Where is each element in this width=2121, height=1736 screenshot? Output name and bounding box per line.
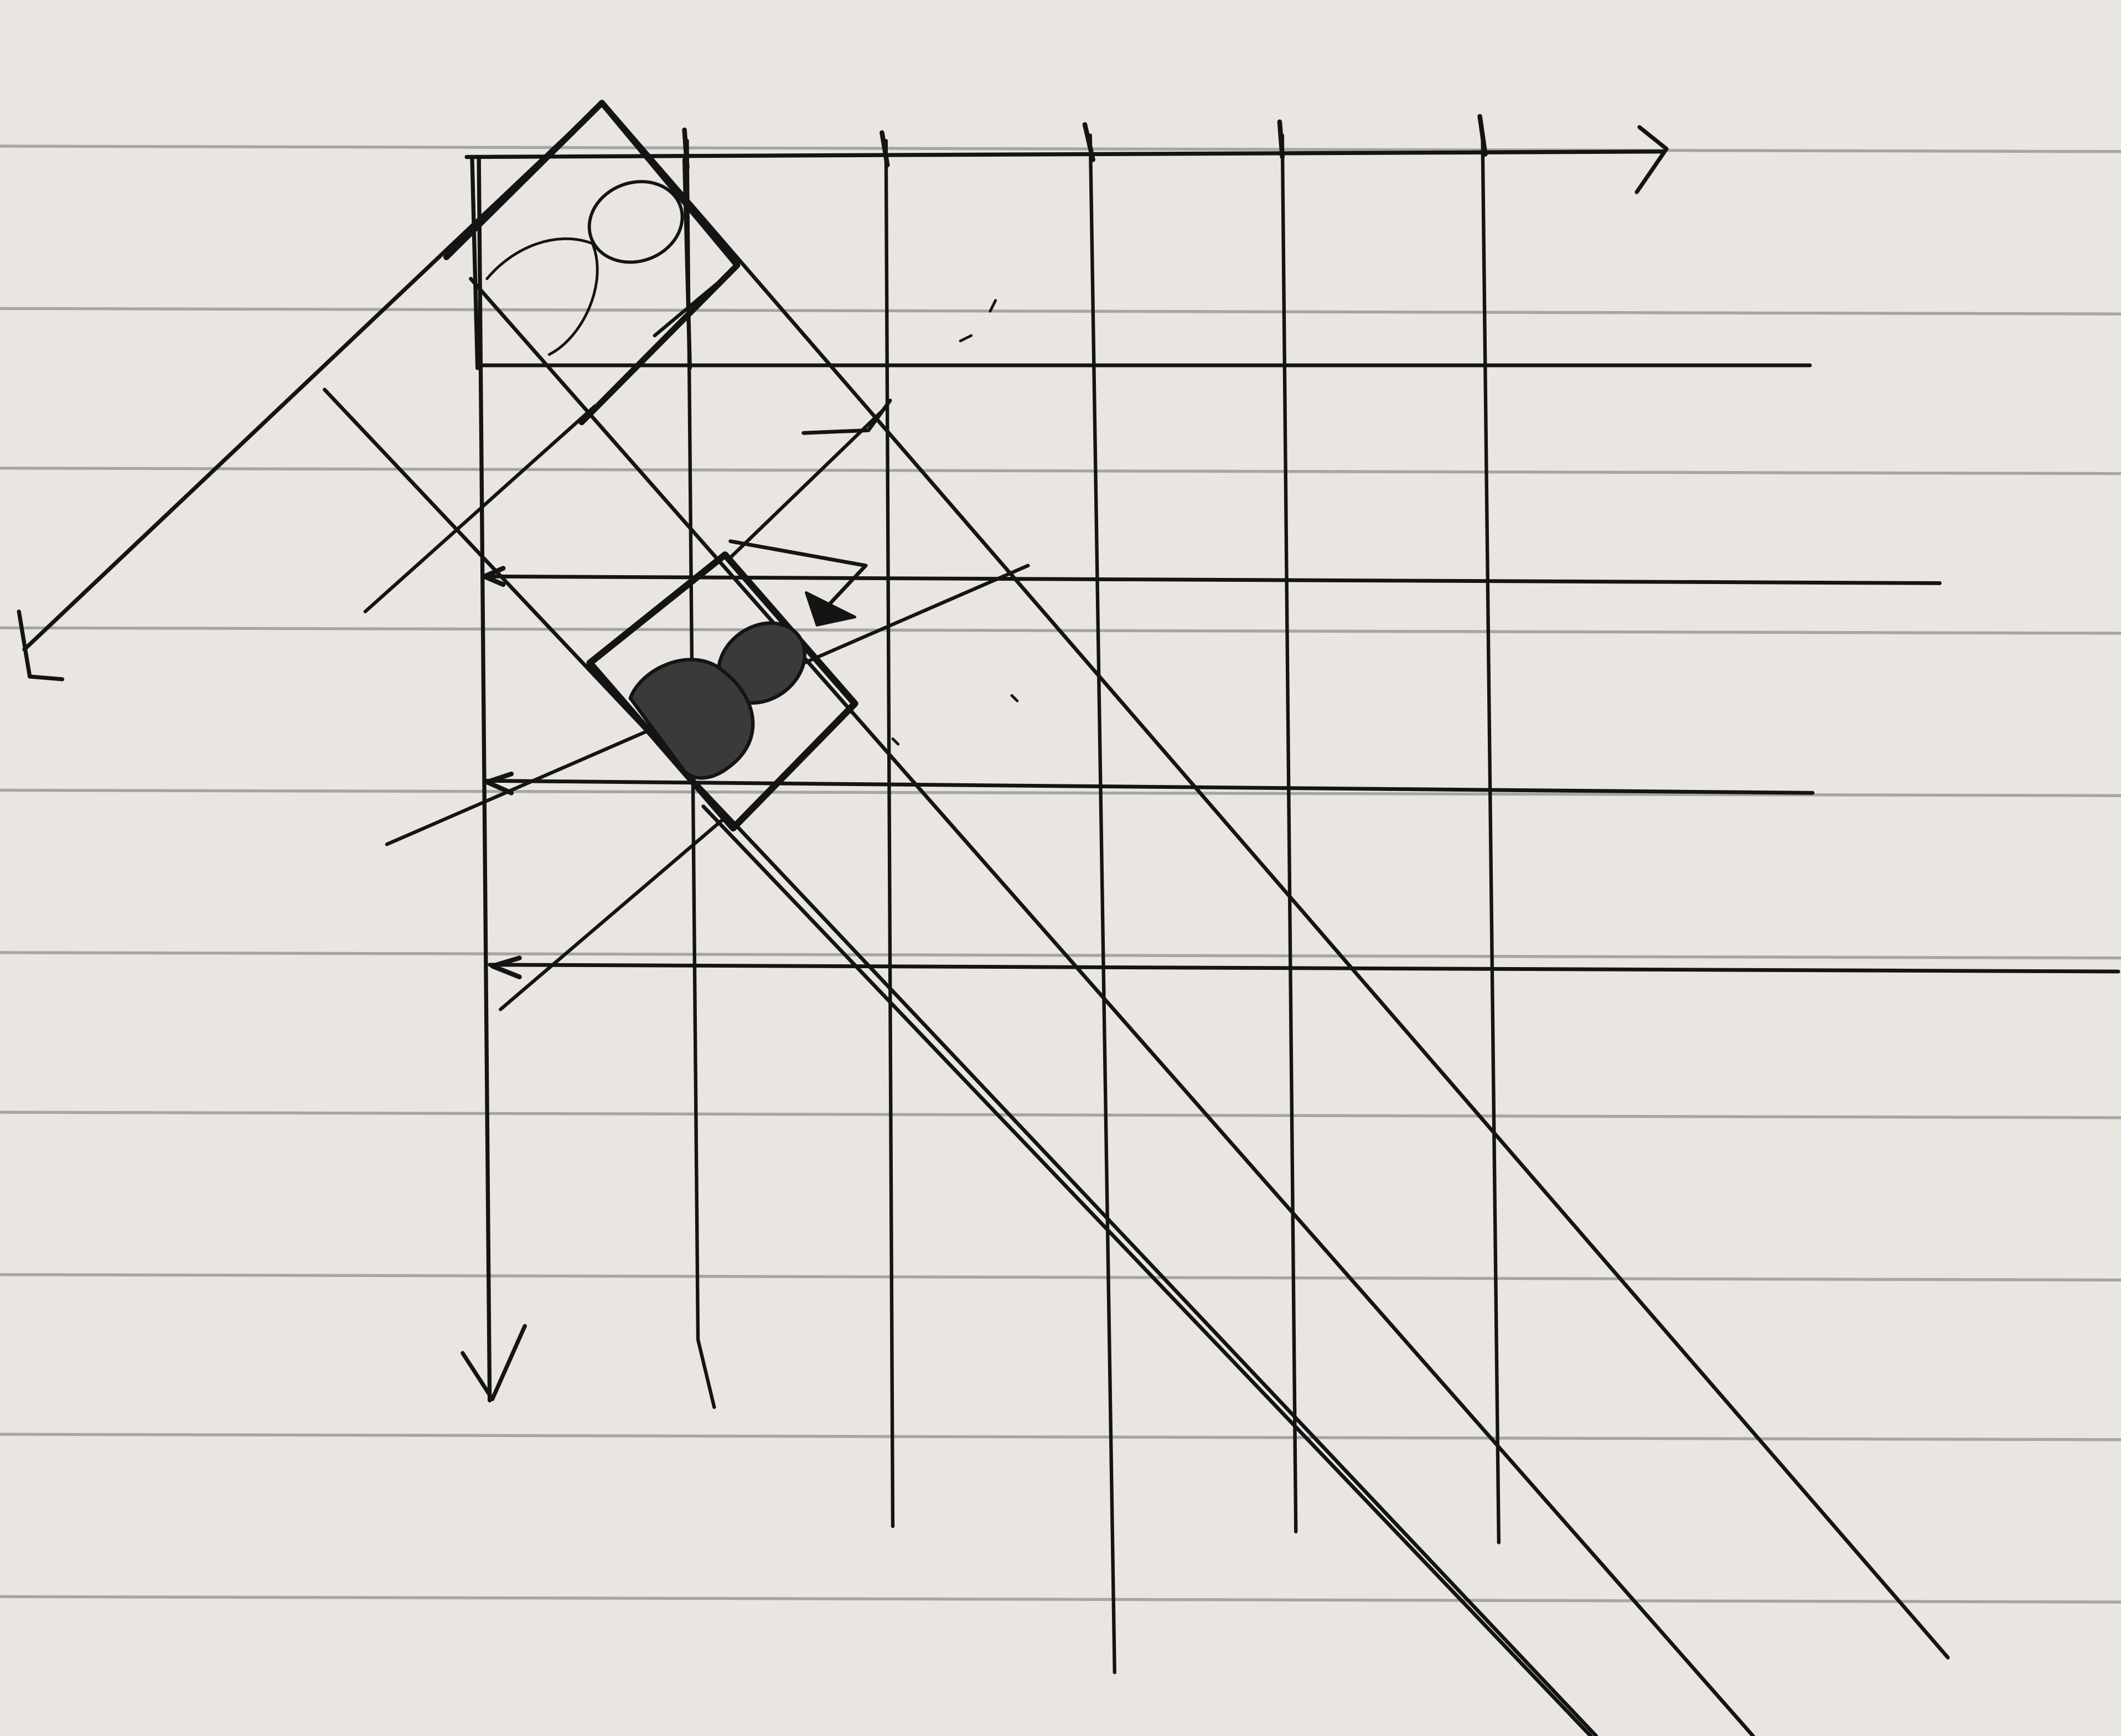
grid-columns bbox=[685, 133, 1501, 1675]
top-circle bbox=[587, 180, 684, 264]
grid-row bbox=[488, 963, 2120, 974]
grid-column bbox=[685, 139, 716, 1409]
cross-diagonal bbox=[653, 266, 738, 338]
row-arrowhead bbox=[484, 771, 514, 795]
diagonal-line bbox=[601, 101, 1950, 1660]
stray-mark bbox=[959, 334, 973, 343]
rule-line bbox=[0, 1110, 2121, 1119]
grid-column bbox=[1481, 133, 1501, 1544]
rule-line bbox=[0, 1273, 2121, 1282]
grid-row bbox=[482, 574, 1942, 585]
rule-line bbox=[0, 307, 2121, 316]
cross-diagonal bbox=[363, 404, 597, 613]
figure-body bbox=[628, 658, 755, 780]
stray-mark bbox=[989, 299, 997, 313]
connector-line bbox=[801, 399, 892, 435]
grid-column bbox=[884, 139, 895, 1528]
shaded-figure bbox=[628, 621, 806, 780]
grid-column bbox=[1280, 133, 1298, 1534]
horizontal-axis bbox=[464, 149, 1666, 159]
diagonal-bands bbox=[323, 101, 1950, 1736]
stray-mark bbox=[1010, 694, 1019, 702]
rule-line bbox=[0, 788, 2121, 797]
grid-column bbox=[1088, 133, 1116, 1675]
top-body-outline bbox=[485, 237, 599, 356]
diagonal-line bbox=[701, 804, 1593, 1736]
connector-line bbox=[728, 539, 868, 614]
diagonal-line bbox=[469, 277, 1755, 1736]
vertical-axis-arrowhead bbox=[461, 1324, 527, 1402]
rule-line bbox=[0, 1595, 2121, 1604]
row-arrowhead bbox=[490, 955, 522, 980]
notebook-rules bbox=[0, 144, 2121, 1604]
rule-line bbox=[0, 467, 2121, 476]
stray-mark bbox=[891, 737, 900, 746]
top-frame-left bbox=[470, 154, 480, 370]
rule-line bbox=[0, 951, 2121, 960]
top-frame-right bbox=[682, 157, 692, 370]
top-rotated-square bbox=[443, 100, 741, 426]
ink-sketch bbox=[17, 100, 2120, 1736]
rule-line bbox=[0, 1433, 2121, 1442]
upper-left-diagonal bbox=[22, 101, 604, 652]
diagonal-line bbox=[323, 388, 1598, 1736]
cross-diagonal bbox=[499, 818, 725, 1011]
connector-arrowhead bbox=[805, 591, 856, 627]
horizontal-axis-arrowhead bbox=[1634, 125, 1669, 194]
grid-rows bbox=[477, 363, 2120, 974]
upper-left-arrowhead bbox=[17, 609, 65, 681]
grid-row bbox=[482, 778, 1815, 795]
stray-marks bbox=[891, 299, 1019, 746]
rule-line bbox=[0, 144, 2121, 153]
